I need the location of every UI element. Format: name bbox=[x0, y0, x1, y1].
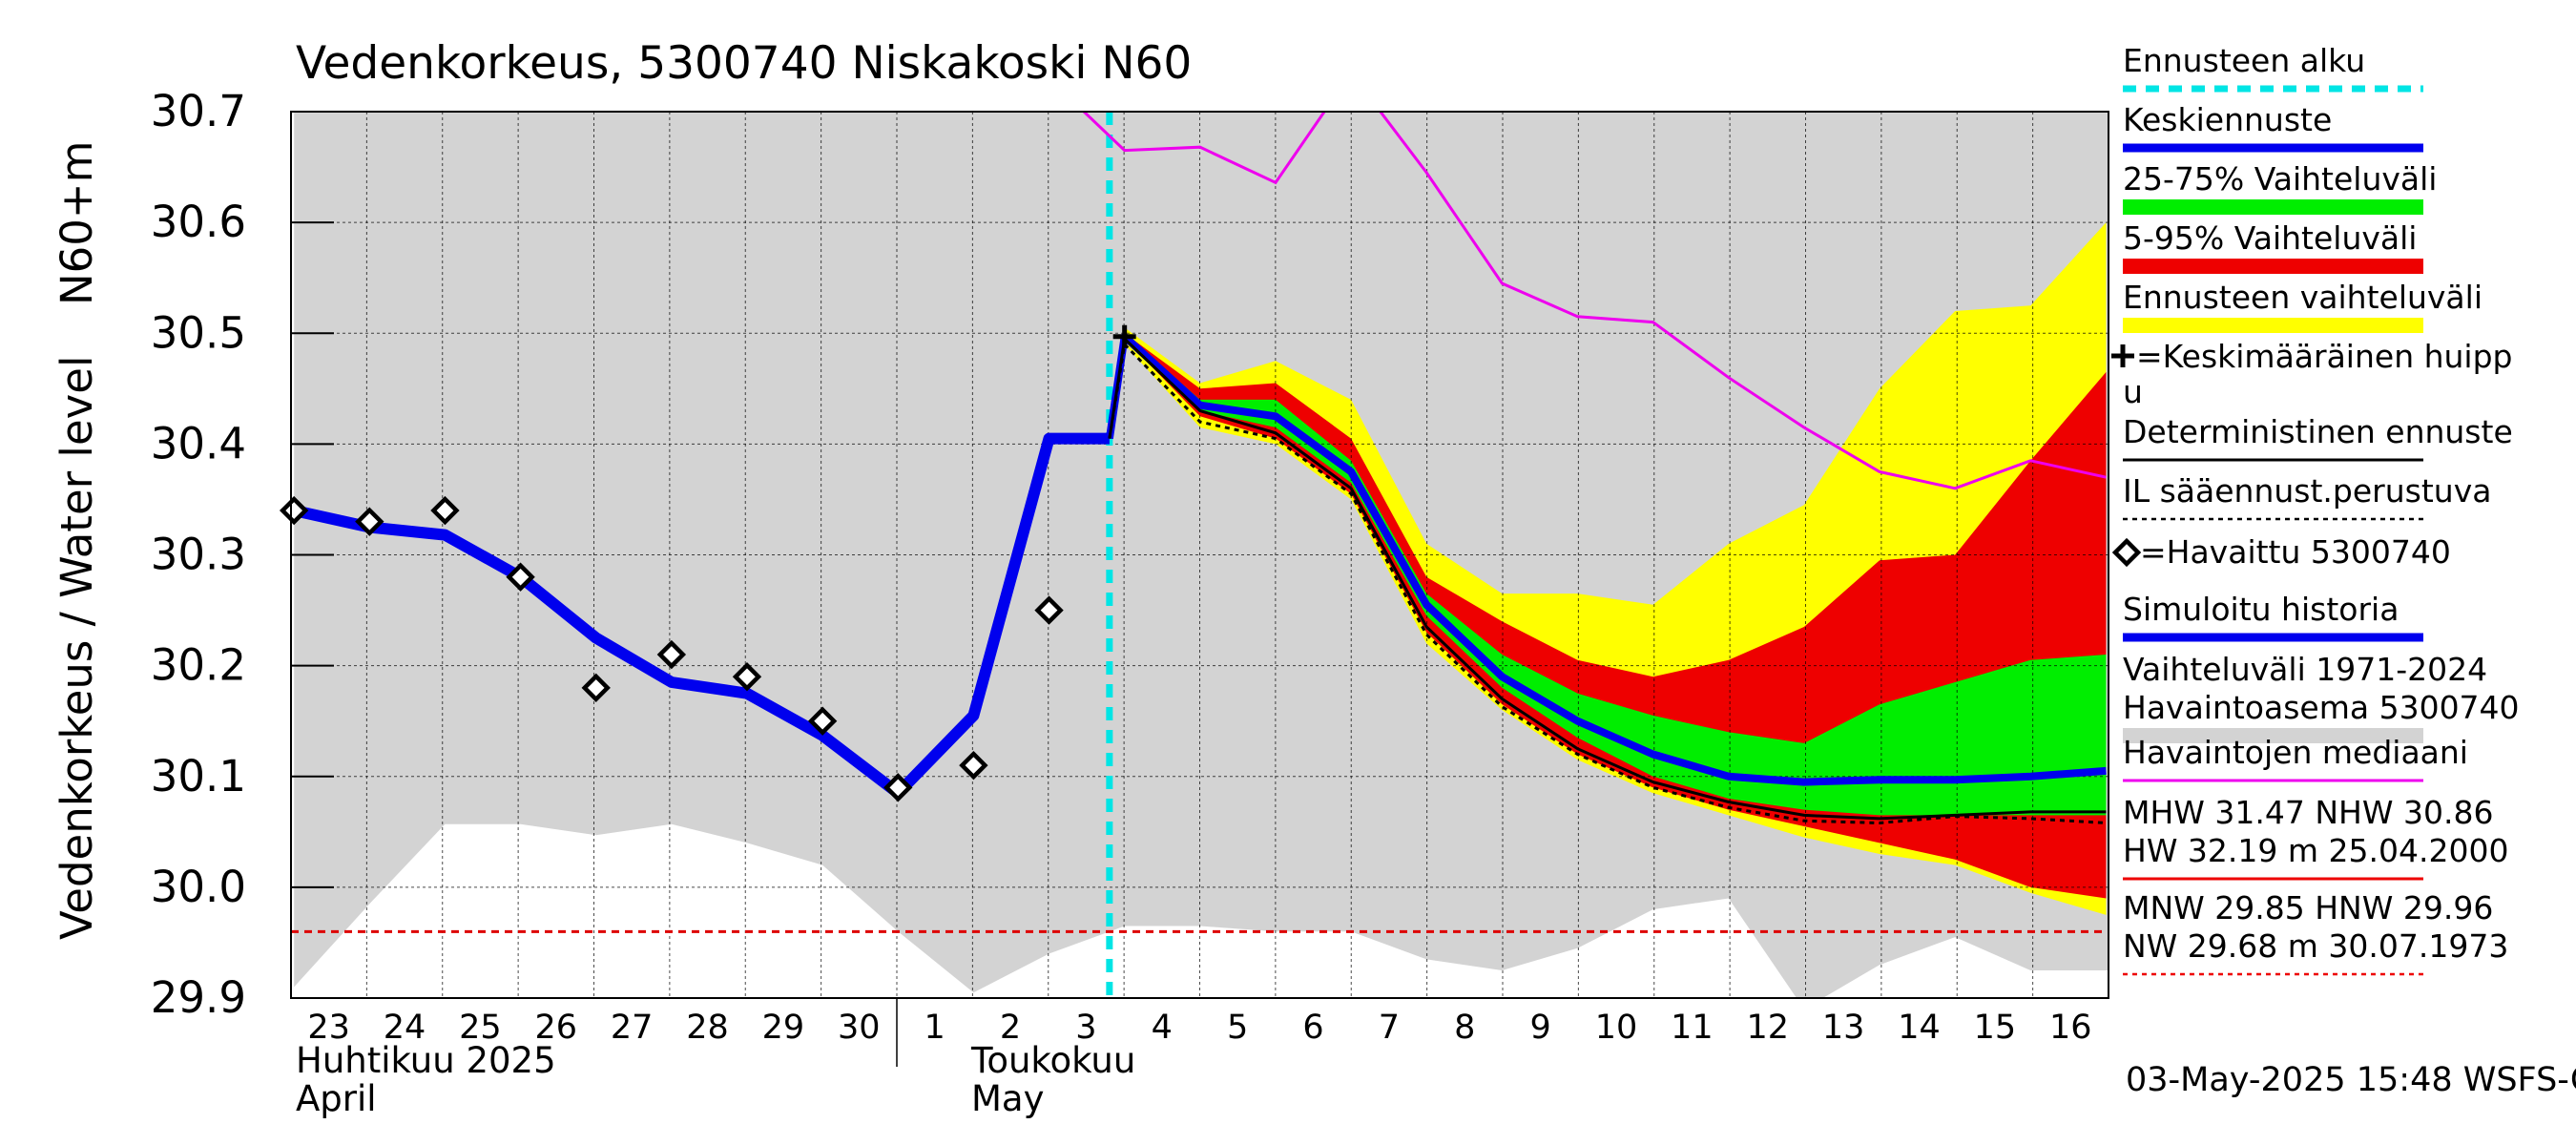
legend-label: Havaintojen mediaani bbox=[2123, 734, 2468, 771]
simulated-history-line bbox=[292, 432, 1110, 800]
x-tick-label: 7 bbox=[1379, 1009, 1400, 1047]
x-tick-label: 14 bbox=[1898, 1009, 1941, 1047]
legend-label: Vaihteluväli 1971-2024 bbox=[2123, 651, 2487, 688]
legend-label: Ennusteen vaihteluväli bbox=[2123, 279, 2483, 316]
x-tick-label: 24 bbox=[384, 1009, 426, 1047]
month-label-en: May bbox=[971, 1078, 1045, 1119]
x-tick-label: 5 bbox=[1227, 1009, 1248, 1047]
legend-label: Havaintoasema 5300740 bbox=[2123, 689, 2520, 726]
x-tick-label: 25 bbox=[459, 1009, 502, 1047]
observed-point bbox=[506, 562, 535, 592]
y-tick-label: 30.6 bbox=[151, 197, 246, 247]
observed-median-line bbox=[1081, 112, 2107, 490]
legend-swatch bbox=[2123, 318, 2423, 333]
x-tick-label: 11 bbox=[1671, 1009, 1714, 1047]
x-tick-label: 10 bbox=[1595, 1009, 1638, 1047]
x-tick-label: 29 bbox=[762, 1009, 805, 1047]
observed-point bbox=[656, 639, 687, 670]
legend-label: IL sääennust.perustuva bbox=[2123, 472, 2491, 510]
month-label-fi: Toukokuu bbox=[970, 1040, 1135, 1081]
p25-75-band bbox=[1109, 333, 2107, 816]
x-tick-label: 28 bbox=[686, 1009, 729, 1047]
x-tick-label: 1 bbox=[924, 1009, 945, 1047]
observed-point bbox=[883, 773, 913, 802]
x-tick-label: 15 bbox=[1974, 1009, 2017, 1047]
observed-point bbox=[807, 706, 838, 736]
mean-forecast-line bbox=[1105, 332, 2107, 786]
legend-label: u bbox=[2123, 373, 2143, 410]
y-tick-label: 30.5 bbox=[151, 307, 246, 358]
y-tick-label: 30.7 bbox=[151, 86, 246, 136]
y-axis-label-outer: Vedenkorkeus / Water level bbox=[52, 356, 102, 940]
y-tick-labels: 29.9 30.0 30.1 30.2 30.3 30.4 30.5 30.6 30.7 bbox=[151, 86, 334, 1023]
x-tick-label: 30 bbox=[838, 1009, 881, 1047]
legend-label: =Keskimääräinen huipp bbox=[2136, 338, 2513, 375]
y-tick-label: 29.9 bbox=[151, 972, 246, 1023]
observed-point bbox=[581, 673, 611, 703]
legend-swatch bbox=[2123, 728, 2423, 743]
legend: Ennusteen alku Keskiennuste 25-75% Vaihtel… bbox=[2111, 42, 2520, 976]
legend-diamond-icon bbox=[2111, 537, 2142, 568]
observed-points bbox=[279, 495, 1064, 802]
legend-swatch bbox=[2123, 199, 2423, 215]
grid-lines bbox=[291, 112, 2109, 998]
x-tick-label: 4 bbox=[1152, 1009, 1173, 1047]
legend-label: 5-95% Vaihteluväli bbox=[2123, 219, 2417, 257]
observed-point bbox=[732, 662, 762, 692]
legend-label: Simuloitu historia bbox=[2123, 591, 2399, 628]
y-tick-label: 30.1 bbox=[151, 751, 246, 802]
month-label-fi: Huhtikuu 2025 bbox=[296, 1040, 556, 1081]
y-tick-label: 30.3 bbox=[151, 530, 246, 580]
y-tick-label: 30.0 bbox=[151, 862, 246, 912]
x-tick-label: 2 bbox=[1000, 1009, 1021, 1047]
x-tick-labels: 23 24 25 26 27 28 29 30 1 2 3 4 5 6 7 8 9 10 11 12 13 14 15 16 bbox=[307, 1009, 2091, 1047]
x-tick-label: 9 bbox=[1530, 1009, 1551, 1047]
chart-title: Vedenkorkeus, 5300740 Niskakoski N60 bbox=[296, 37, 1192, 90]
x-tick-label: 16 bbox=[2049, 1009, 2092, 1047]
x-tick-label: 8 bbox=[1454, 1009, 1475, 1047]
observed-point bbox=[959, 750, 988, 781]
legend-label: Ennusteen alku bbox=[2123, 42, 2365, 79]
month-label-en: April bbox=[296, 1078, 377, 1119]
observed-point bbox=[430, 495, 460, 526]
deterministic-forecast-line bbox=[1108, 336, 2107, 821]
x-tick-label: 3 bbox=[1075, 1009, 1096, 1047]
legend-label: NW 29.68 m 30.07.1973 bbox=[2123, 927, 2508, 965]
observed-point bbox=[1034, 595, 1064, 625]
footer-timestamp: 03-May-2025 15:48 WSFS-O bbox=[2126, 1061, 2576, 1099]
observed-point bbox=[355, 507, 384, 536]
legend-label: Deterministinen ennuste bbox=[2123, 413, 2513, 450]
legend-label: HW 32.19 m 25.04.2000 bbox=[2123, 832, 2508, 869]
x-tick-label: 13 bbox=[1822, 1009, 1865, 1047]
y-tick-label: 30.4 bbox=[151, 418, 246, 468]
observed-point bbox=[279, 495, 309, 526]
x-tick-label: 26 bbox=[535, 1009, 578, 1047]
legend-label: MHW 31.47 NHW 30.86 bbox=[2123, 794, 2493, 831]
legend-swatch bbox=[2123, 259, 2423, 274]
legend-label: =Havaittu 5300740 bbox=[2140, 533, 2451, 571]
x-tick-label: 6 bbox=[1302, 1009, 1323, 1047]
legend-label: MNW 29.85 HNW 29.96 bbox=[2123, 889, 2493, 926]
x-tick-label: 27 bbox=[611, 1009, 654, 1047]
plot-area bbox=[279, 111, 2109, 999]
y-axis-label-inner: N60+m bbox=[52, 141, 102, 305]
x-tick-label: 12 bbox=[1747, 1009, 1790, 1047]
legend-label: 25-75% Vaihteluväli bbox=[2123, 160, 2437, 198]
mean-peak-marker bbox=[1112, 324, 1136, 348]
weather-based-forecast-line bbox=[1108, 341, 2107, 825]
legend-label: Keskiennuste bbox=[2123, 101, 2332, 138]
x-tick-label: 23 bbox=[307, 1009, 350, 1047]
y-tick-label: 30.2 bbox=[151, 640, 246, 691]
